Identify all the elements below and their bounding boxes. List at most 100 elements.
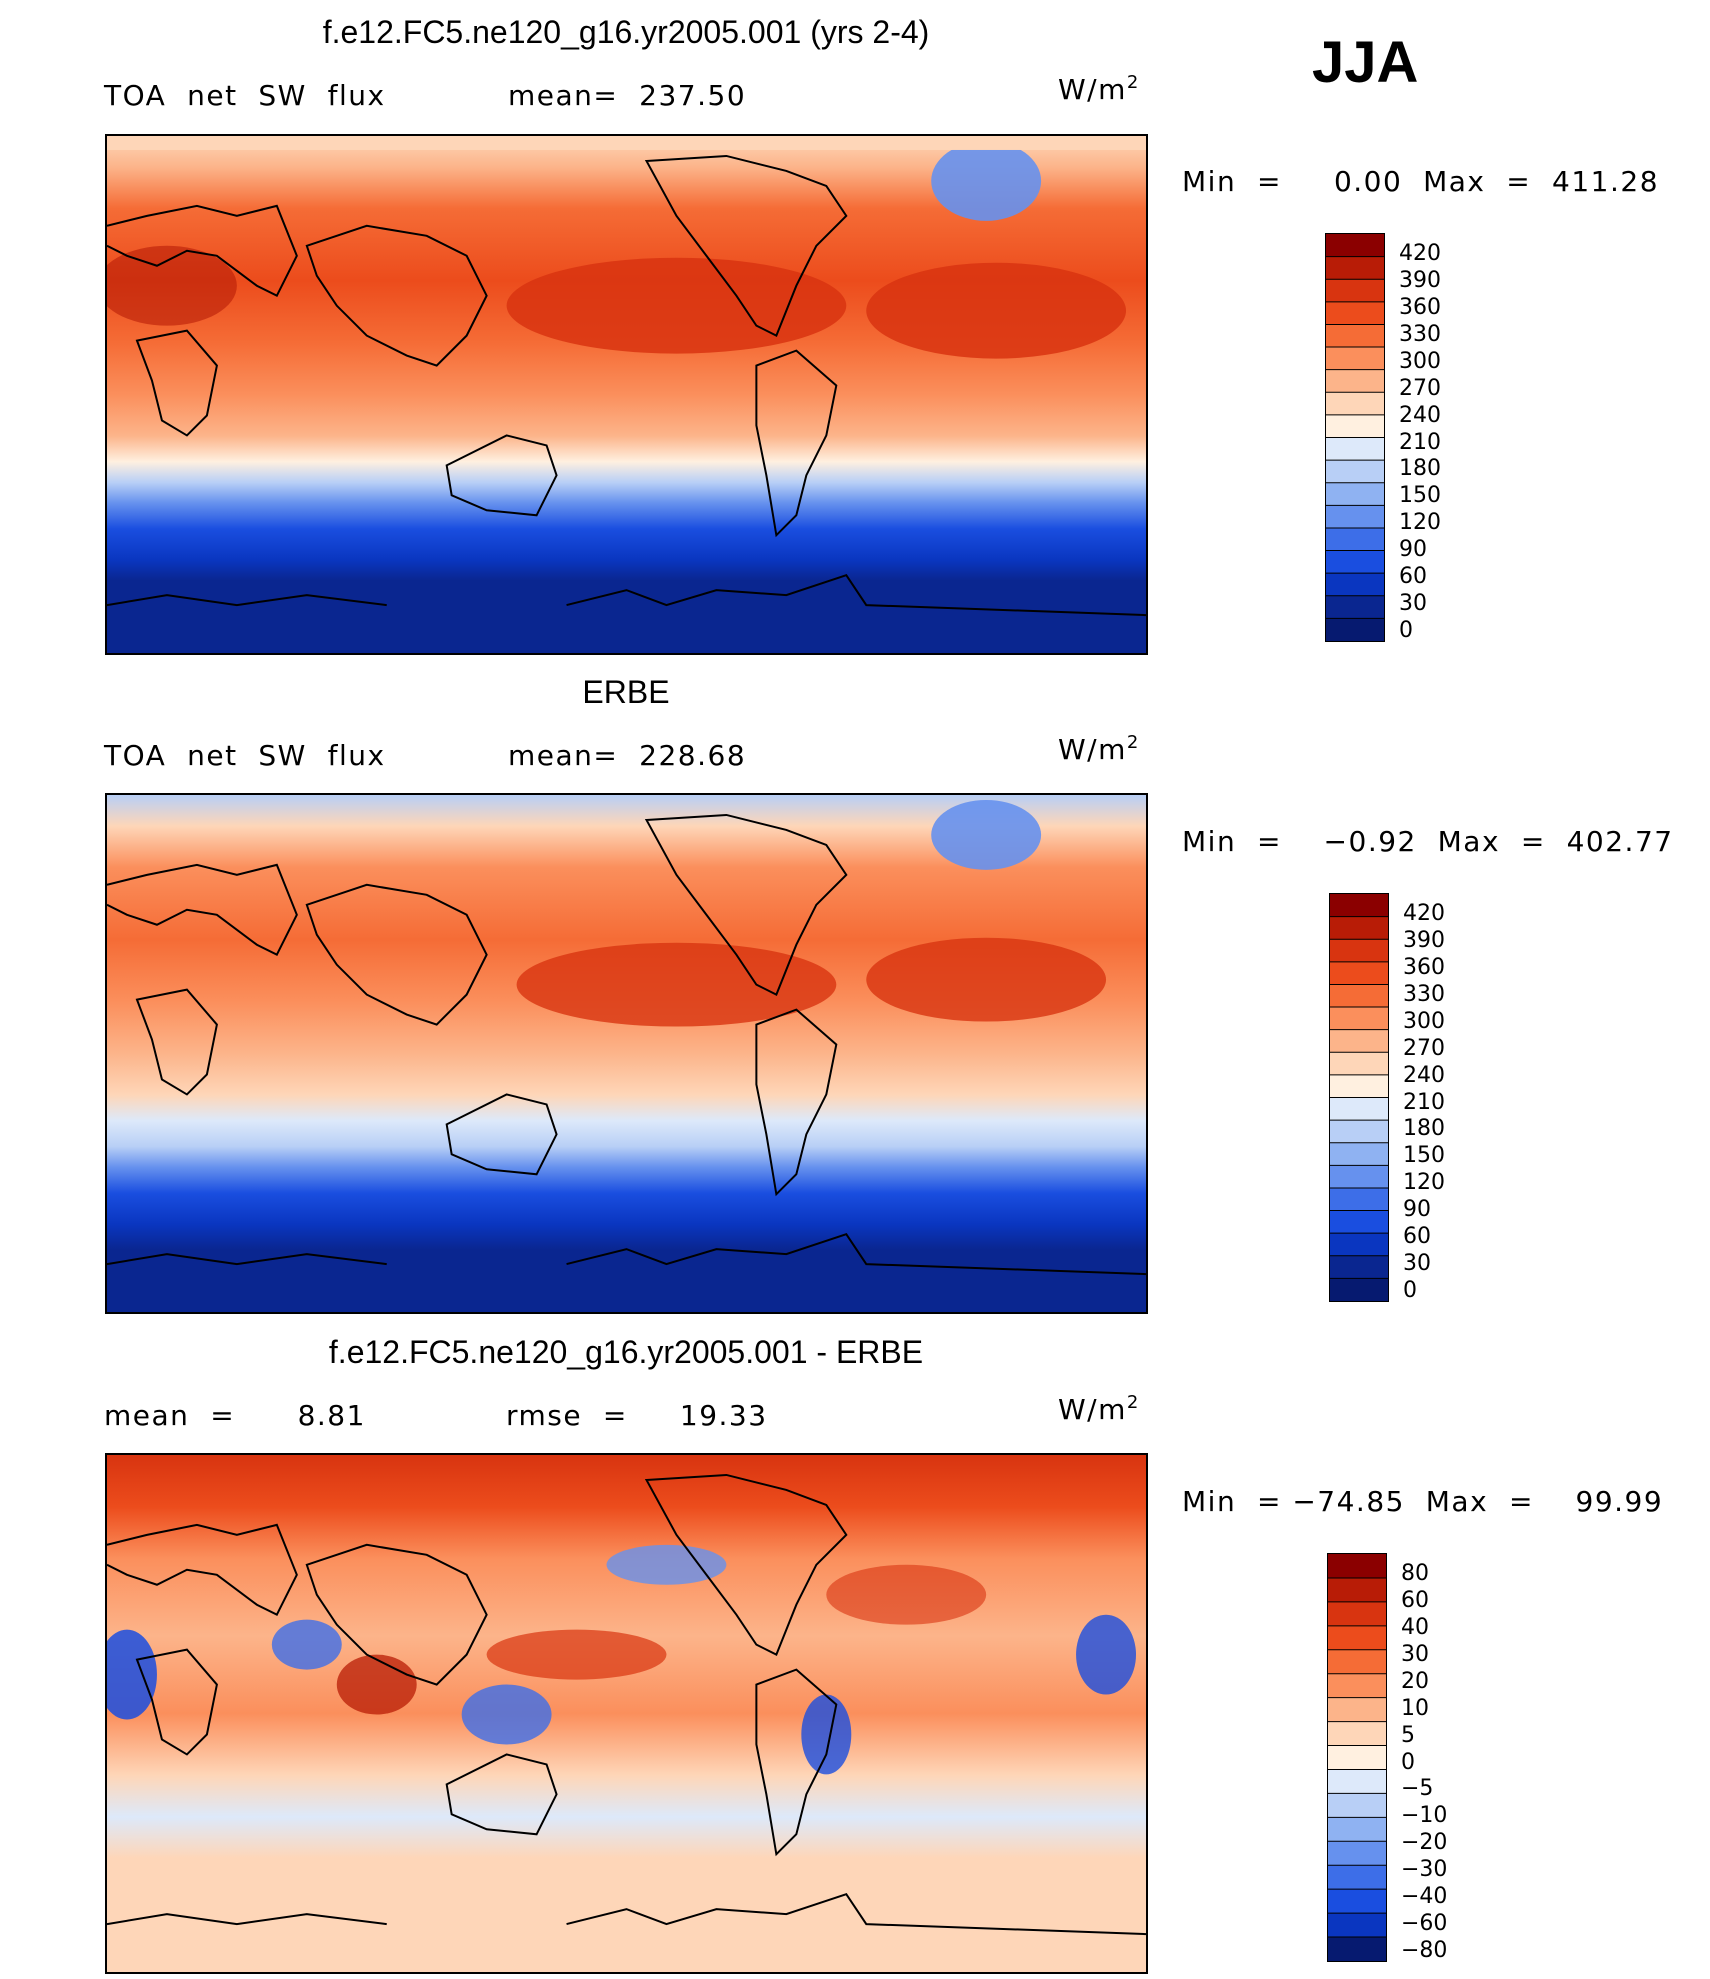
panel-1-colorbar-swatch xyxy=(1326,618,1384,641)
panel-3-field xyxy=(107,1455,1146,1972)
panel-3-coastlines xyxy=(107,1473,1146,1936)
panel-3-colorbar-tick-label: −60 xyxy=(1401,1911,1448,1937)
panel-1-colorbar-swatch xyxy=(1326,369,1384,393)
panel-1-coastlines xyxy=(107,154,1146,617)
panel-2-mean-label: mean= 228.68 xyxy=(508,739,747,772)
panel-1-field xyxy=(107,136,1146,653)
panel-2-colorbar-swatch xyxy=(1330,1142,1388,1166)
panel-1-colorbar-tick-label: 0 xyxy=(1399,618,1413,643)
panel-2-colorbar-tick-label: 60 xyxy=(1403,1224,1431,1250)
panel-3-colorbar-swatch xyxy=(1328,1937,1386,1961)
panel-2-colorbar-tick-label: 360 xyxy=(1403,954,1445,980)
panel-2-colorbar-swatch xyxy=(1330,984,1388,1008)
panel-1-colorbar-swatch xyxy=(1326,595,1384,619)
panel-1-colorbar-swatch xyxy=(1326,573,1384,597)
panel-1-colorbar-tick-label: 270 xyxy=(1399,375,1441,401)
panel-2-colorbar-swatch xyxy=(1330,1097,1388,1121)
panel-3-colorbar-swatch xyxy=(1328,1577,1386,1603)
panel-2-colorbar-swatch xyxy=(1330,1120,1388,1144)
panel-1-colorbar xyxy=(1325,233,1385,642)
panel-2-colorbar-tick-label: 150 xyxy=(1403,1143,1445,1169)
panel-3-colorbar-tick-label: −40 xyxy=(1401,1884,1448,1910)
panel-3-colorbar-tick-label: 60 xyxy=(1401,1587,1429,1613)
panel-3-colorbar-swatch xyxy=(1328,1913,1386,1938)
panel-2-coastlines xyxy=(107,813,1146,1276)
panel-1-colorbar-swatch xyxy=(1326,505,1384,529)
panel-2-colorbar-tick-label: 270 xyxy=(1403,1035,1445,1061)
panel-3-colorbar-tick-label: 0 xyxy=(1401,1749,1415,1775)
panel-1-unit-label: W/m2 xyxy=(1058,72,1140,106)
panel-3-rmse-label: rmse = 19.33 xyxy=(506,1399,768,1432)
panel-3-colorbar-tick-label: −5 xyxy=(1401,1776,1434,1802)
panel-1-colorbar-tick-label: 30 xyxy=(1399,591,1427,617)
panel-2-colorbar-swatch xyxy=(1330,916,1388,940)
panel-2-field xyxy=(107,795,1146,1312)
panel-3-colorbar-swatch xyxy=(1328,1889,1386,1914)
panel-3-unit-label: W/m2 xyxy=(1058,1392,1140,1426)
panel-3-colorbar-tick-label: 10 xyxy=(1401,1695,1429,1721)
panel-1-title: f.e12.FC5.ne120_g16.yr2005.001 (yrs 2-4) xyxy=(322,14,930,50)
panel-3-colorbar-tick-label: −20 xyxy=(1401,1830,1448,1856)
panel-2-colorbar-tick-label: 240 xyxy=(1403,1062,1445,1088)
panel-2-colorbar-swatch xyxy=(1330,1187,1388,1212)
panel-2-colorbar-tick-label: 390 xyxy=(1403,927,1445,953)
panel-3-title: f.e12.FC5.ne120_g16.yr2005.001 - ERBE xyxy=(328,1334,924,1370)
panel-1-colorbar-tick-label: 150 xyxy=(1399,483,1441,509)
panel-3-colorbar-swatch xyxy=(1328,1793,1386,1818)
panel-2-colorbar-tick-label: 30 xyxy=(1403,1251,1431,1277)
panel-3-colorbar-swatch xyxy=(1328,1554,1386,1579)
panel-1-colorbar-tick-label: 60 xyxy=(1399,564,1427,590)
panel-1-colorbar-swatch xyxy=(1326,550,1384,574)
panel-3-colorbar-tick-label: 80 xyxy=(1401,1561,1429,1586)
panel-2-colorbar-tick-label: 90 xyxy=(1403,1197,1431,1223)
panel-3-colorbar-swatch xyxy=(1328,1745,1386,1770)
panel-2-colorbar-swatch xyxy=(1330,1029,1388,1053)
panel-2-colorbar-swatch xyxy=(1330,1278,1388,1301)
panel-2-colorbar-tick-label: 210 xyxy=(1403,1089,1445,1115)
panel-2-colorbar-swatch xyxy=(1330,1074,1388,1098)
panel-3-colorbar-swatch xyxy=(1328,1769,1386,1794)
panel-2-colorbar-swatch xyxy=(1330,939,1388,963)
panel-1-colorbar-tick-label: 180 xyxy=(1399,456,1441,482)
panel-3-minmax-label: Min = −74.85 Max = 99.99 xyxy=(1182,1485,1664,1518)
panel-3-colorbar-swatch xyxy=(1328,1817,1386,1842)
panel-3-colorbar-swatch xyxy=(1328,1697,1386,1723)
panel-2-colorbar-swatch xyxy=(1330,1052,1388,1076)
panel-1-colorbar-swatch xyxy=(1326,414,1384,438)
panel-2-colorbar-tick-label: 0 xyxy=(1403,1278,1417,1303)
panel-2-colorbar-swatch xyxy=(1330,1165,1388,1189)
panel-1-colorbar-swatch xyxy=(1326,324,1384,348)
panel-2-colorbar xyxy=(1329,893,1389,1302)
panel-1-colorbar-tick-label: 360 xyxy=(1399,294,1441,320)
panel-2-colorbar-tick-label: 420 xyxy=(1403,901,1445,926)
panel-2-colorbar-swatch xyxy=(1330,961,1388,985)
panel-1-colorbar-swatch xyxy=(1326,482,1384,506)
panel-3-colorbar-swatch xyxy=(1328,1673,1386,1699)
panel-3-colorbar-swatch xyxy=(1328,1841,1386,1866)
panel-1-map xyxy=(105,134,1148,655)
panel-1-colorbar-swatch xyxy=(1326,279,1384,303)
season-label: JJA xyxy=(1312,30,1419,95)
panel-1-colorbar-swatch xyxy=(1326,437,1384,461)
panel-1-colorbar-tick-label: 90 xyxy=(1399,537,1427,563)
panel-1-colorbar-swatch xyxy=(1326,392,1384,416)
panel-1-colorbar-swatch xyxy=(1326,347,1384,371)
panel-1-minmax-label: Min = 0.00 Max = 411.28 xyxy=(1182,165,1660,198)
panel-1-mean-label: mean= 237.50 xyxy=(508,79,747,112)
panel-1-colorbar-tick-label: 330 xyxy=(1399,321,1441,347)
panel-2-colorbar-swatch xyxy=(1330,1233,1388,1257)
panel-3-colorbar-tick-label: −30 xyxy=(1401,1857,1448,1883)
panel-2-colorbar-tick-label: 330 xyxy=(1403,981,1445,1007)
panel-3-colorbar-tick-label: 20 xyxy=(1401,1668,1429,1694)
panel-3-colorbar-swatch xyxy=(1328,1649,1386,1675)
panel-1-colorbar-swatch xyxy=(1326,460,1384,484)
panel-3-colorbar-tick-label: −80 xyxy=(1401,1938,1448,1963)
panel-2-colorbar-swatch xyxy=(1330,1007,1388,1031)
panel-1-colorbar-tick-label: 420 xyxy=(1399,241,1441,266)
panel-3-colorbar-tick-label: −10 xyxy=(1401,1803,1448,1829)
panel-3-map xyxy=(105,1453,1148,1974)
panel-1-colorbar-swatch xyxy=(1326,301,1384,325)
panel-3-colorbar-tick-label: 5 xyxy=(1401,1722,1415,1748)
panel-1-colorbar-tick-label: 390 xyxy=(1399,267,1441,293)
panel-3-colorbar-tick-label: 40 xyxy=(1401,1614,1429,1640)
